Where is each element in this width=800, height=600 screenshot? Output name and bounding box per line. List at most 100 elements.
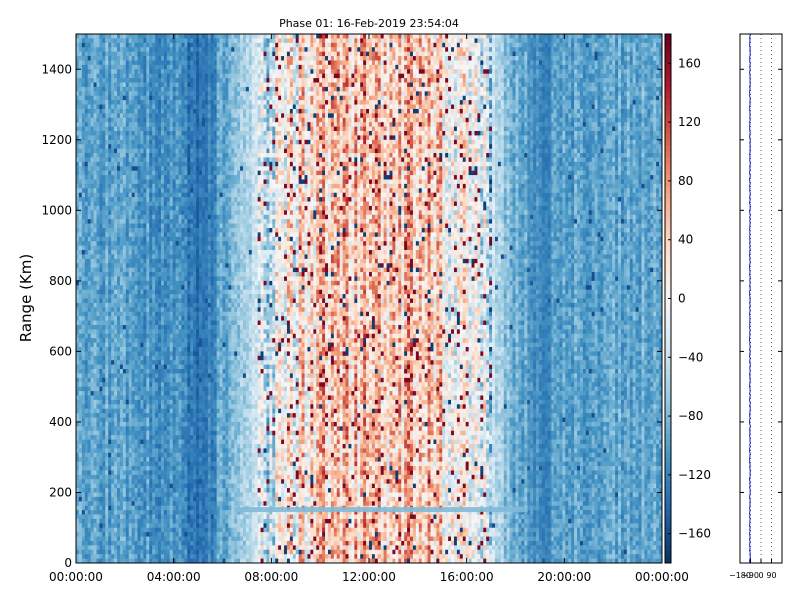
heatmap-cell bbox=[117, 346, 121, 352]
heatmap-cell bbox=[146, 554, 150, 559]
heatmap-cell bbox=[128, 60, 133, 66]
heatmap-cell bbox=[90, 267, 94, 273]
heatmap-cell bbox=[155, 126, 159, 132]
heatmap-cell bbox=[169, 430, 174, 436]
heatmap-cell bbox=[76, 69, 80, 75]
heatmap-cell bbox=[158, 364, 162, 370]
heatmap-cell bbox=[84, 188, 89, 194]
heatmap-cell bbox=[117, 153, 121, 158]
heatmap-cell bbox=[76, 439, 80, 445]
heatmap-cell bbox=[166, 435, 171, 440]
heatmap-cell bbox=[149, 214, 153, 220]
heatmap-cell bbox=[96, 122, 100, 127]
heatmap-cell bbox=[90, 51, 94, 57]
heatmap-cell bbox=[122, 307, 127, 313]
heatmap-cell bbox=[125, 250, 130, 255]
heatmap-cell bbox=[78, 166, 83, 172]
heatmap-cell bbox=[155, 518, 159, 524]
heatmap-cell bbox=[117, 272, 121, 277]
heatmap-cell bbox=[146, 192, 150, 198]
heatmap-cell bbox=[140, 435, 144, 440]
heatmap-cell bbox=[190, 558, 194, 564]
heatmap-cell bbox=[117, 408, 121, 414]
heatmap-cell bbox=[140, 448, 144, 454]
heatmap-cell bbox=[187, 333, 191, 339]
heatmap-cell bbox=[122, 417, 127, 423]
heatmap-cell bbox=[163, 483, 168, 489]
heatmap-cell bbox=[111, 179, 115, 185]
heatmap-cell bbox=[114, 245, 118, 251]
heatmap-cell bbox=[143, 426, 147, 432]
heatmap-cell bbox=[117, 130, 121, 136]
heatmap-cell bbox=[178, 316, 182, 321]
heatmap-cell bbox=[128, 510, 133, 515]
heatmap-cell bbox=[184, 263, 188, 269]
heatmap-cell bbox=[169, 461, 174, 467]
heatmap-cell bbox=[169, 34, 174, 39]
heatmap-cell bbox=[108, 157, 112, 163]
heatmap-cell bbox=[152, 399, 156, 405]
heatmap-cell bbox=[78, 60, 83, 66]
heatmap-cell bbox=[81, 549, 86, 555]
heatmap-cell bbox=[196, 166, 200, 172]
heatmap-cell bbox=[149, 430, 153, 436]
heatmap-cell bbox=[137, 157, 141, 163]
heatmap-cell bbox=[175, 554, 179, 559]
heatmap-cell bbox=[184, 267, 188, 273]
heatmap-cell bbox=[122, 104, 127, 110]
heatmap-cell bbox=[152, 78, 156, 83]
heatmap-cell bbox=[96, 492, 100, 498]
heatmap-cell bbox=[114, 223, 118, 229]
heatmap-cell bbox=[128, 250, 133, 255]
heatmap-cell bbox=[102, 175, 106, 180]
heatmap-cell bbox=[190, 294, 194, 299]
heatmap-cell bbox=[160, 56, 165, 61]
heatmap-cell bbox=[163, 183, 168, 189]
heatmap-cell bbox=[81, 536, 86, 542]
heatmap-cell bbox=[84, 540, 89, 546]
heatmap-cell bbox=[143, 298, 147, 304]
heatmap-cell bbox=[172, 452, 177, 458]
heatmap-cell bbox=[137, 413, 141, 418]
heatmap-cell bbox=[190, 170, 194, 176]
heatmap-cell bbox=[90, 488, 94, 493]
heatmap-cell bbox=[93, 452, 97, 458]
heatmap-cell bbox=[90, 302, 94, 308]
heatmap-cell bbox=[122, 514, 127, 520]
heatmap-cell bbox=[76, 382, 80, 388]
heatmap-cell bbox=[178, 179, 182, 185]
heatmap-cell bbox=[178, 470, 182, 476]
heatmap-cell bbox=[190, 355, 194, 361]
heatmap-cell bbox=[137, 166, 141, 172]
heatmap-cell bbox=[105, 241, 109, 246]
heatmap-cell bbox=[93, 95, 97, 101]
heatmap-cell bbox=[90, 236, 94, 242]
heatmap-cell bbox=[155, 38, 159, 44]
heatmap-cell bbox=[87, 474, 92, 480]
heatmap-cell bbox=[146, 413, 150, 418]
heatmap-cell bbox=[184, 245, 188, 251]
heatmap-cell bbox=[102, 214, 106, 220]
heatmap-cell bbox=[78, 536, 83, 542]
heatmap-cell bbox=[178, 263, 182, 269]
heatmap-cell bbox=[166, 130, 171, 136]
heatmap-cell bbox=[181, 351, 185, 357]
heatmap-cell bbox=[175, 421, 179, 427]
heatmap-cell bbox=[81, 382, 86, 388]
heatmap-cell bbox=[137, 342, 141, 348]
heatmap-cell bbox=[146, 430, 150, 436]
heatmap-cell bbox=[175, 364, 179, 370]
heatmap-cell bbox=[117, 435, 121, 440]
heatmap-cell bbox=[187, 60, 191, 66]
heatmap-cell bbox=[193, 532, 197, 537]
heatmap-cell bbox=[114, 280, 118, 286]
heatmap-cell bbox=[117, 219, 121, 224]
heatmap-cell bbox=[190, 73, 194, 79]
heatmap-cell bbox=[102, 130, 106, 136]
heatmap-cell bbox=[187, 38, 191, 44]
heatmap-cell bbox=[134, 188, 138, 194]
heatmap-cell bbox=[160, 554, 165, 559]
heatmap-cell bbox=[184, 170, 188, 176]
heatmap-cell bbox=[172, 82, 177, 88]
heatmap-cell bbox=[128, 122, 133, 127]
